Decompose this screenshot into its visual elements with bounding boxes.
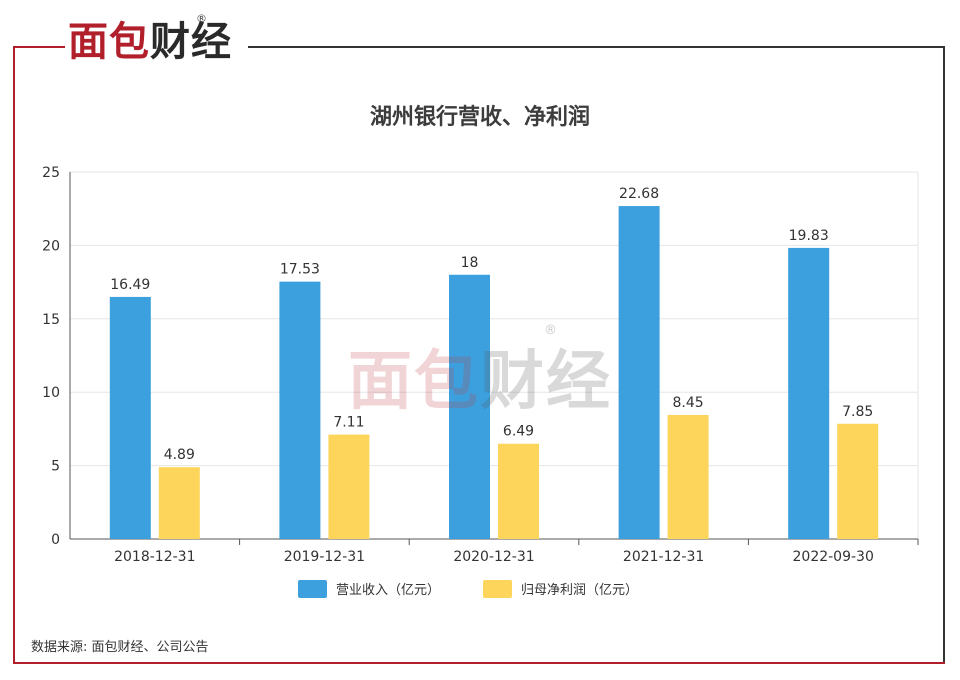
bar-net-profit	[837, 423, 879, 539]
data-label: 6.49	[503, 424, 534, 440]
legend-label: 归母净利润（亿元）	[521, 583, 638, 598]
data-label: 19.83	[789, 228, 829, 244]
bar-net-profit	[667, 414, 709, 539]
y-tick-label: 15	[42, 312, 60, 328]
x-tick-label: 2021-12-31	[623, 549, 704, 565]
legend-swatch	[483, 580, 512, 598]
bar-revenue	[788, 247, 830, 539]
data-label: 8.45	[673, 395, 704, 411]
data-label: 7.11	[333, 415, 364, 431]
y-tick-label: 20	[42, 238, 60, 254]
brand-logo-main: 面包	[68, 19, 150, 65]
data-label: 18	[461, 255, 479, 271]
x-tick-label: 2020-12-31	[453, 549, 534, 565]
data-label: 16.49	[110, 277, 150, 293]
watermark-registered-mark: ®	[544, 323, 557, 338]
frame-bottom-rule	[13, 662, 945, 664]
legend-swatch	[298, 580, 327, 598]
frame-top-right-rule	[248, 46, 945, 48]
x-tick-label: 2018-12-31	[114, 549, 195, 565]
bar-net-profit	[328, 434, 370, 539]
y-tick-label: 25	[42, 165, 60, 181]
x-tick-label: 2022-09-30	[793, 549, 874, 565]
chart-title: 湖州银行营收、净利润	[369, 105, 590, 130]
data-label: 4.89	[164, 447, 195, 463]
data-label: 7.85	[842, 404, 873, 420]
y-tick-label: 0	[51, 532, 60, 548]
frame-top-left-rule	[13, 46, 65, 48]
brand-logo-dark: 财经	[150, 19, 232, 65]
y-tick-label: 5	[51, 459, 60, 475]
bar-revenue	[618, 206, 660, 539]
bar-revenue	[279, 281, 321, 539]
bar-revenue	[109, 296, 151, 539]
brand-registered-mark: ®	[196, 12, 207, 25]
source-note: 数据来源: 面包财经、公司公告	[31, 640, 209, 655]
bar-revenue	[449, 274, 490, 539]
brand-logo: 面包财经	[68, 18, 232, 66]
legend-label: 营业收入（亿元）	[336, 583, 440, 598]
x-tick-label: 2019-12-31	[284, 549, 365, 565]
data-label: 22.68	[619, 186, 659, 202]
data-label: 17.53	[280, 262, 320, 278]
bar-net-profit	[498, 443, 539, 539]
y-tick-label: 10	[42, 385, 60, 401]
bar-net-profit	[158, 467, 200, 539]
